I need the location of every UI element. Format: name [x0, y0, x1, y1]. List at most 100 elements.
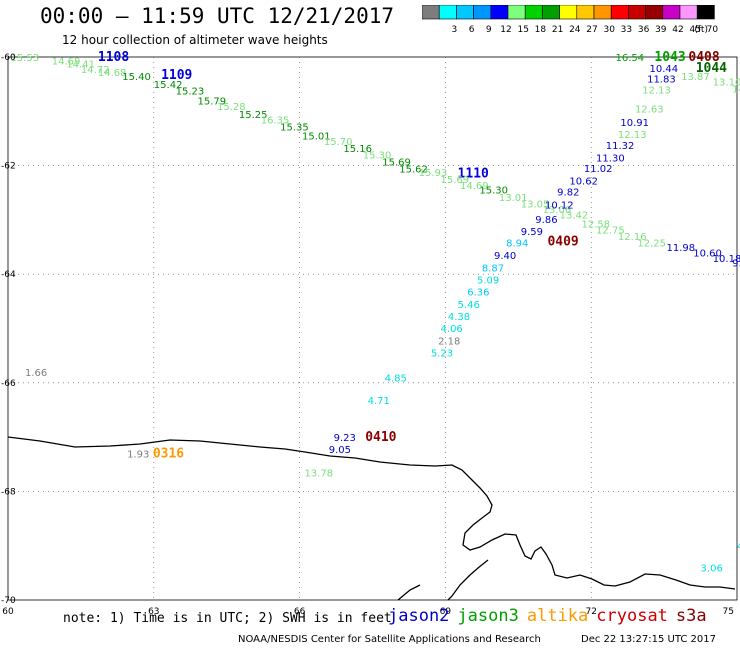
swh-value-label: 14.69: [460, 181, 489, 192]
legend-jason3: jason3: [457, 606, 519, 626]
swh-value-label: 11.30: [596, 153, 625, 164]
legend-s3a: s3a: [675, 606, 707, 626]
swh-value-label: 13.01: [499, 193, 528, 204]
swh-value-label: 12.58: [581, 220, 610, 231]
swh-value-label: 10.18: [713, 254, 740, 265]
swh-value-label: 9.40: [494, 251, 516, 262]
swh-value-label: 12.13: [642, 86, 671, 97]
map-subtitle: 12 hour collection of altimeter wave hei…: [62, 33, 328, 47]
swh-value-label: 12.75: [596, 226, 625, 237]
swh-value-label: 15.53: [10, 53, 39, 64]
lat-tick-label: -62: [1, 162, 16, 172]
lon-tick-label: 72: [585, 607, 596, 617]
legend-altika: altika: [526, 606, 589, 626]
swh-value-label: 10.91: [620, 118, 649, 129]
colorbar-tick-label: 24: [569, 25, 581, 35]
swh-value-label: 15.69: [382, 157, 411, 168]
colorbar-tick-label: 21: [552, 25, 563, 35]
antarctic-coastline: [7, 436, 736, 601]
lat-tick-label: -70: [1, 596, 16, 606]
map-title: 00:00 – 11:59 UTC 12/21/2017: [40, 4, 395, 28]
pass-time-label: 1110: [458, 167, 489, 182]
colorbar-tick-label: 27: [586, 25, 597, 35]
swh-value-label: 9.59: [521, 227, 543, 238]
swh-value-label: 14.72: [81, 65, 110, 76]
colorbar-tick-label: 39: [655, 25, 667, 35]
swh-value-label: 2.18: [438, 336, 460, 347]
lon-tick-label: 60: [2, 607, 14, 617]
swh-value-label: 4.06: [441, 324, 463, 335]
swh-value-label: 15.16: [343, 144, 372, 155]
swh-value-label: 14.00: [732, 84, 740, 95]
swh-value-label: 4.71: [368, 396, 390, 407]
swh-value-label: 15.42: [154, 80, 183, 91]
swh-value-label: 15.28: [217, 102, 246, 113]
swh-value-label: 15.35: [280, 123, 309, 134]
pass-time-label: 0408: [688, 50, 719, 65]
legend-cryosat: cryosat: [596, 606, 668, 626]
swh-value-label: 5.23: [431, 348, 453, 359]
pass-time-label: 0409: [547, 235, 578, 250]
swh-value-label: 13.05: [521, 200, 550, 211]
swh-value-label: 12.16: [618, 232, 647, 243]
pass-time-label: 1108: [98, 50, 129, 65]
colorbar-tick-label: 70: [707, 25, 719, 35]
colorbar-tick-label: 9: [486, 25, 492, 35]
swh-value-label: 11.83: [647, 75, 676, 86]
swh-value-label: 8.87: [482, 264, 504, 275]
swh-value-label: 15.62: [399, 164, 428, 175]
pass-time-label: 1043: [654, 50, 685, 65]
swh-value-label: 12.25: [637, 239, 666, 250]
swh-value-label: 10.62: [569, 176, 598, 187]
pass-time-label: 0410: [365, 430, 396, 445]
lon-tick-label: 66: [294, 607, 306, 617]
generated-timestamp: Dec 22 13:27:15 UTC 2017: [581, 634, 716, 645]
colorbar-tick-label: 3: [452, 25, 458, 35]
lon-tick-label: 69: [440, 607, 452, 617]
swh-value-label: 10.44: [650, 64, 679, 75]
swh-value-label: 16.35: [261, 115, 290, 126]
colorbar-tick-label: 15: [517, 25, 528, 35]
swh-value-label: 6.36: [467, 288, 489, 299]
swh-value-label: 13.78: [304, 468, 333, 479]
swh-value-label: 9.39: [732, 258, 740, 269]
swh-value-label: 13.87: [681, 72, 710, 83]
swh-value-label: 10.12: [545, 201, 574, 212]
swh-value-label: 9.86: [535, 215, 557, 226]
swh-value-label: 15.25: [239, 110, 268, 121]
colorbar-swatch: [696, 5, 715, 20]
lat-tick-label: -68: [1, 487, 16, 497]
satellite-legend: jason2 jason3 altika cryosat s3a: [388, 606, 715, 626]
swh-value-label: 4.4: [737, 542, 740, 553]
wave-height-colorbar: 3 6 9 12 15 18 21 24 27 30 33 36 39 42 45 70(ft): [422, 5, 719, 35]
pass-time-label: 1044: [696, 61, 727, 76]
credit-line: NOAA/NESDIS Center for Satellite Applica…: [238, 634, 541, 645]
swh-value-label: 13.42: [560, 210, 589, 221]
swh-value-label: 15.79: [198, 96, 227, 107]
swh-value-label: 12.13: [618, 130, 647, 141]
units-note: note: 1) Time is in UTC; 2) SWH is in fe…: [63, 611, 392, 626]
swh-value-label: 15.40: [122, 72, 151, 83]
colorbar-tick-label: 36: [638, 25, 650, 35]
pass-time-label: 0316: [153, 446, 184, 461]
lat-tick-label: -64: [1, 270, 16, 280]
swh-value-label: 11.98: [667, 243, 696, 254]
swh-value-label: 15.30: [479, 185, 508, 196]
swh-value-label: 11.02: [584, 164, 613, 175]
lon-tick-label: 63: [148, 607, 159, 617]
colorbar-tick-label: 42: [672, 25, 683, 35]
swh-value-label: 5.09: [477, 276, 499, 287]
swh-value-label: 12.63: [635, 105, 664, 116]
swh-value-label: 15.23: [176, 87, 205, 98]
swh-value-label: 15.93: [419, 168, 448, 179]
colorbar-tick-label: 45: [689, 25, 700, 35]
lat-tick-label: -60: [1, 53, 16, 63]
swh-value-label: 15.69: [441, 175, 470, 186]
swh-value-label: 5.46: [458, 300, 480, 311]
lon-lat-grid: [7, 56, 738, 601]
swh-value-label: 4.85: [385, 373, 407, 384]
